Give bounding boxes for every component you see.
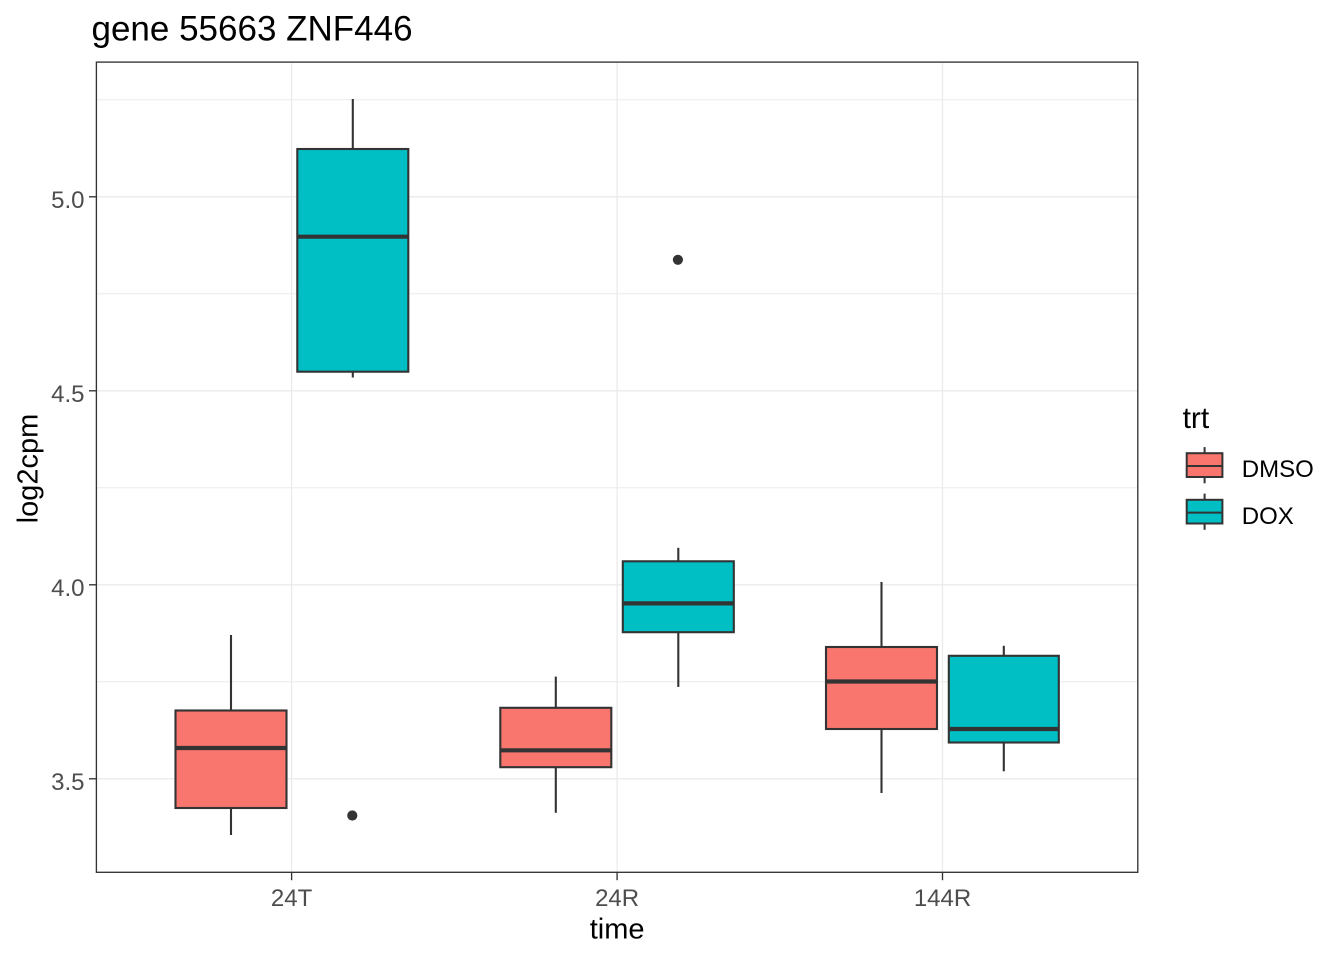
svg-text:144R: 144R — [914, 885, 971, 912]
svg-text:4.0: 4.0 — [51, 575, 84, 602]
svg-text:4.5: 4.5 — [51, 381, 84, 408]
svg-text:log2cpm: log2cpm — [13, 414, 45, 524]
svg-text:gene 55663 ZNF446: gene 55663 ZNF446 — [92, 10, 413, 49]
svg-text:5.0: 5.0 — [51, 187, 84, 214]
svg-text:trt: trt — [1183, 402, 1210, 435]
svg-text:3.5: 3.5 — [51, 769, 84, 796]
svg-text:time: time — [590, 914, 645, 946]
svg-text:DMSO: DMSO — [1242, 456, 1314, 483]
svg-text:24R: 24R — [595, 885, 639, 912]
svg-text:24T: 24T — [271, 885, 313, 912]
svg-text:DOX: DOX — [1242, 503, 1294, 530]
